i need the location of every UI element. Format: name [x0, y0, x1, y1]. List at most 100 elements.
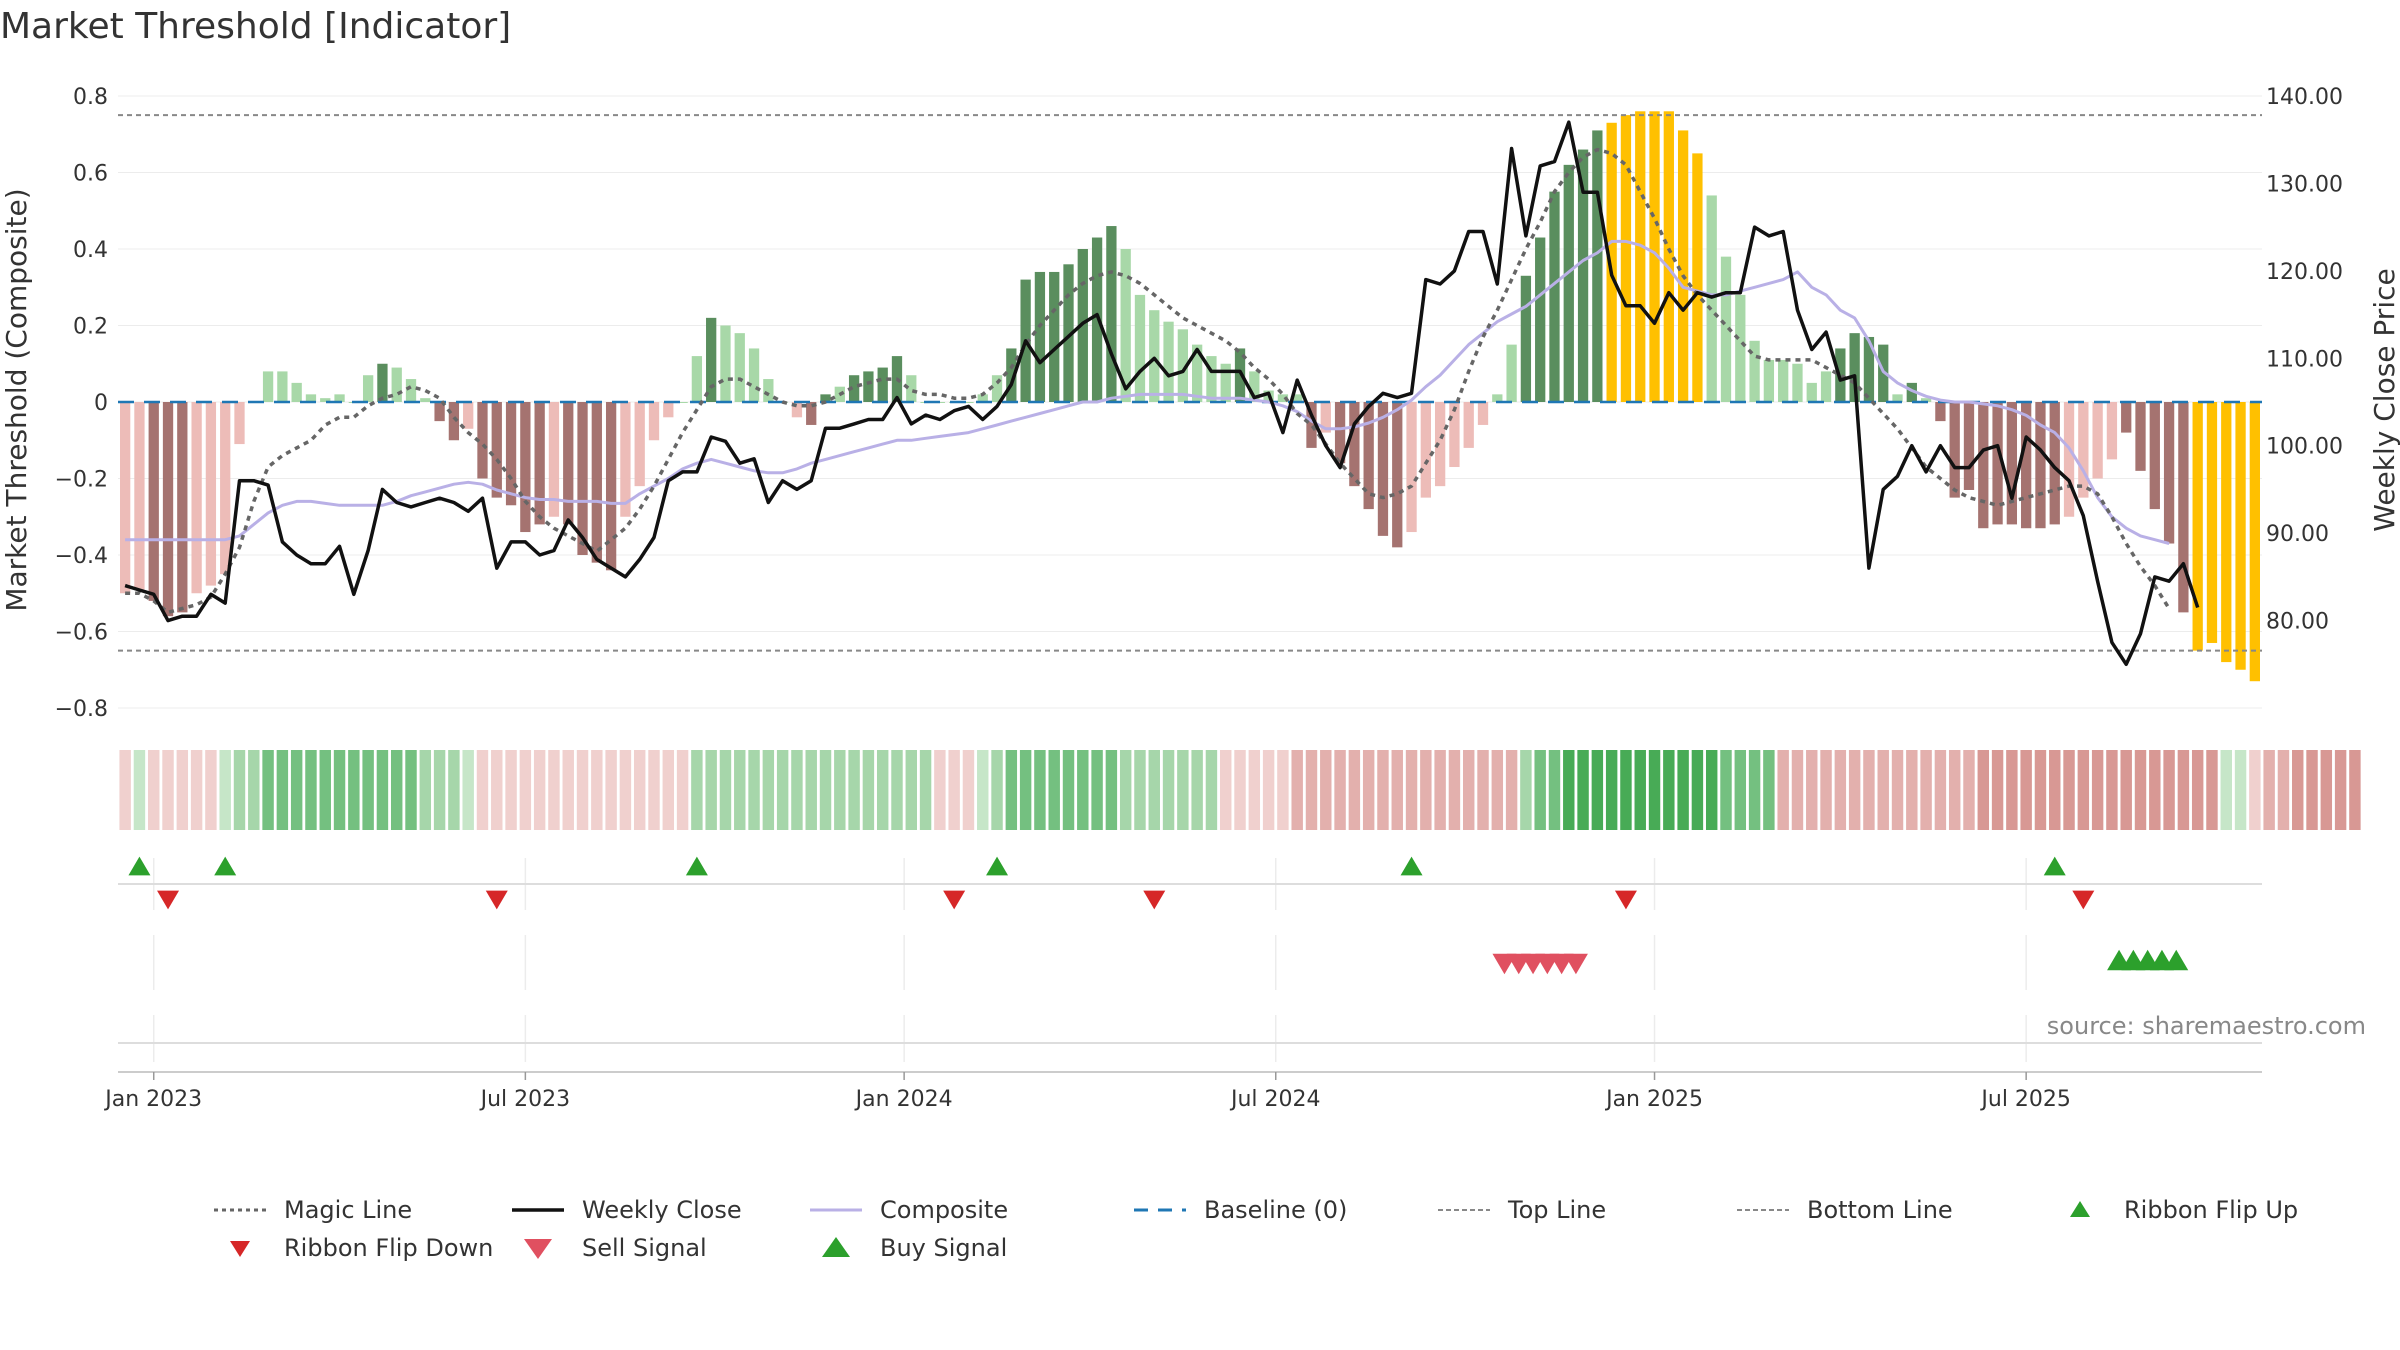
ribbon-cell [1920, 750, 1932, 830]
ribbon-cell [548, 750, 560, 830]
ribbon-cell [376, 750, 389, 830]
ribbon-flip-down-marker [1143, 890, 1166, 910]
threshold-bar [148, 402, 159, 601]
legend-item: Composite [806, 1190, 1008, 1230]
ribbon-cell [848, 750, 860, 830]
threshold-bar [620, 402, 631, 517]
threshold-bar [677, 402, 688, 403]
ribbon-cell [991, 750, 1003, 830]
ribbon-cell [1948, 750, 1961, 830]
threshold-bar [520, 402, 531, 533]
legend-item: Top Line [1434, 1190, 1606, 1230]
ribbon-cell [2149, 750, 2161, 830]
ribbon-cell [1520, 750, 1532, 830]
legend-label: Weekly Close [582, 1196, 742, 1224]
threshold-bar [2021, 402, 2032, 529]
threshold-bar [1177, 329, 1188, 402]
ribbon-cell [605, 750, 617, 830]
threshold-bar [1606, 122, 1617, 403]
ribbon-cell [2006, 750, 2018, 830]
ribbon-cell [1505, 750, 1518, 830]
legend-label: Bottom Line [1807, 1196, 1953, 1224]
threshold-bar [1978, 402, 1989, 529]
ribbon-cell [1262, 750, 1275, 830]
ribbon-cell [633, 750, 646, 830]
ribbon-cell [305, 750, 317, 830]
ribbon-cell [1834, 750, 1847, 830]
ribbon-cell [1820, 750, 1832, 830]
threshold-bar [2206, 402, 2218, 643]
threshold-bar [1363, 402, 1374, 510]
threshold-bar [1277, 394, 1289, 402]
legend-symbol-icon [230, 1241, 250, 1257]
threshold-bar [1549, 191, 1560, 402]
threshold-bar [806, 402, 817, 425]
ribbon-cell [1934, 750, 1947, 830]
ribbon-cell [391, 750, 403, 830]
ribbon-cell [1634, 750, 1646, 830]
ribbon-cell [2320, 750, 2333, 830]
ribbon-cell [734, 750, 746, 830]
ribbon-cell [2263, 750, 2275, 830]
ribbon-cell [2277, 750, 2290, 830]
legend-symbol-icon [810, 1208, 862, 1212]
legend-item: Weekly Close [508, 1190, 742, 1230]
ribbon-cell [1291, 750, 1303, 830]
ribbon-cell [1405, 750, 1418, 830]
legend-item: Magic Line [210, 1190, 412, 1230]
ribbon-cell [2163, 750, 2175, 830]
threshold-bar [1163, 321, 1174, 402]
ribbon-cell [333, 750, 346, 830]
threshold-bar [1420, 402, 1431, 498]
ribbon-cell [1977, 750, 1989, 830]
ribbon-cell [1277, 750, 1289, 830]
threshold-bar [1720, 256, 1732, 402]
threshold-bar [305, 394, 317, 402]
threshold-bar [734, 333, 745, 402]
ribbon-cell [1791, 750, 1804, 830]
ribbon-cell [2120, 750, 2132, 830]
ribbon-cell [1162, 750, 1175, 830]
threshold-bar [2192, 402, 2203, 651]
threshold-bar [548, 402, 560, 517]
threshold-bar [605, 402, 617, 571]
ribbon-cell [1448, 750, 1461, 830]
ribbon-cell [476, 750, 489, 830]
threshold-bar [1192, 344, 1203, 402]
ribbon-cell [1434, 750, 1446, 830]
ribbon-cell [691, 750, 703, 830]
ribbon-cell [676, 750, 689, 830]
legend-item: Bottom Line [1733, 1190, 1953, 1230]
threshold-bar [262, 371, 274, 402]
right-tick-label: 130.00 [2266, 172, 2343, 197]
ribbon-cell [619, 750, 632, 830]
threshold-bar [1106, 226, 1117, 402]
threshold-bar [1735, 294, 1746, 402]
ribbon-cell [648, 750, 660, 830]
chart-legend: Magic Line Weekly Close Composite Baseline … [210, 1190, 2310, 1280]
threshold-bar [1863, 336, 1875, 402]
threshold-bar [434, 402, 445, 422]
ribbon-cell [2306, 750, 2318, 830]
ribbon-flip-up-marker [986, 856, 1009, 876]
left-tick-label: 0 [94, 391, 108, 416]
ribbon-flip-up-marker [685, 856, 708, 876]
ribbon-flip-down-marker [157, 890, 180, 910]
threshold-bar [1963, 402, 1975, 490]
threshold-bar [991, 375, 1003, 402]
ribbon-cell [905, 750, 917, 830]
ribbon-cell [1477, 750, 1489, 830]
threshold-bar [277, 371, 288, 402]
ribbon-cell [791, 750, 803, 830]
threshold-bar [120, 402, 131, 594]
ribbon-cell [2249, 750, 2261, 830]
threshold-bar [1592, 130, 1603, 403]
legend-label: Ribbon Flip Down [284, 1234, 494, 1262]
threshold-bar [820, 394, 831, 402]
ribbon-cell [1605, 750, 1618, 830]
legend-label: Top Line [1508, 1196, 1607, 1224]
threshold-bar [1677, 130, 1689, 403]
ribbon-cell [262, 750, 274, 830]
ribbon-flip-up-marker [214, 856, 237, 876]
threshold-bar [2249, 402, 2260, 682]
